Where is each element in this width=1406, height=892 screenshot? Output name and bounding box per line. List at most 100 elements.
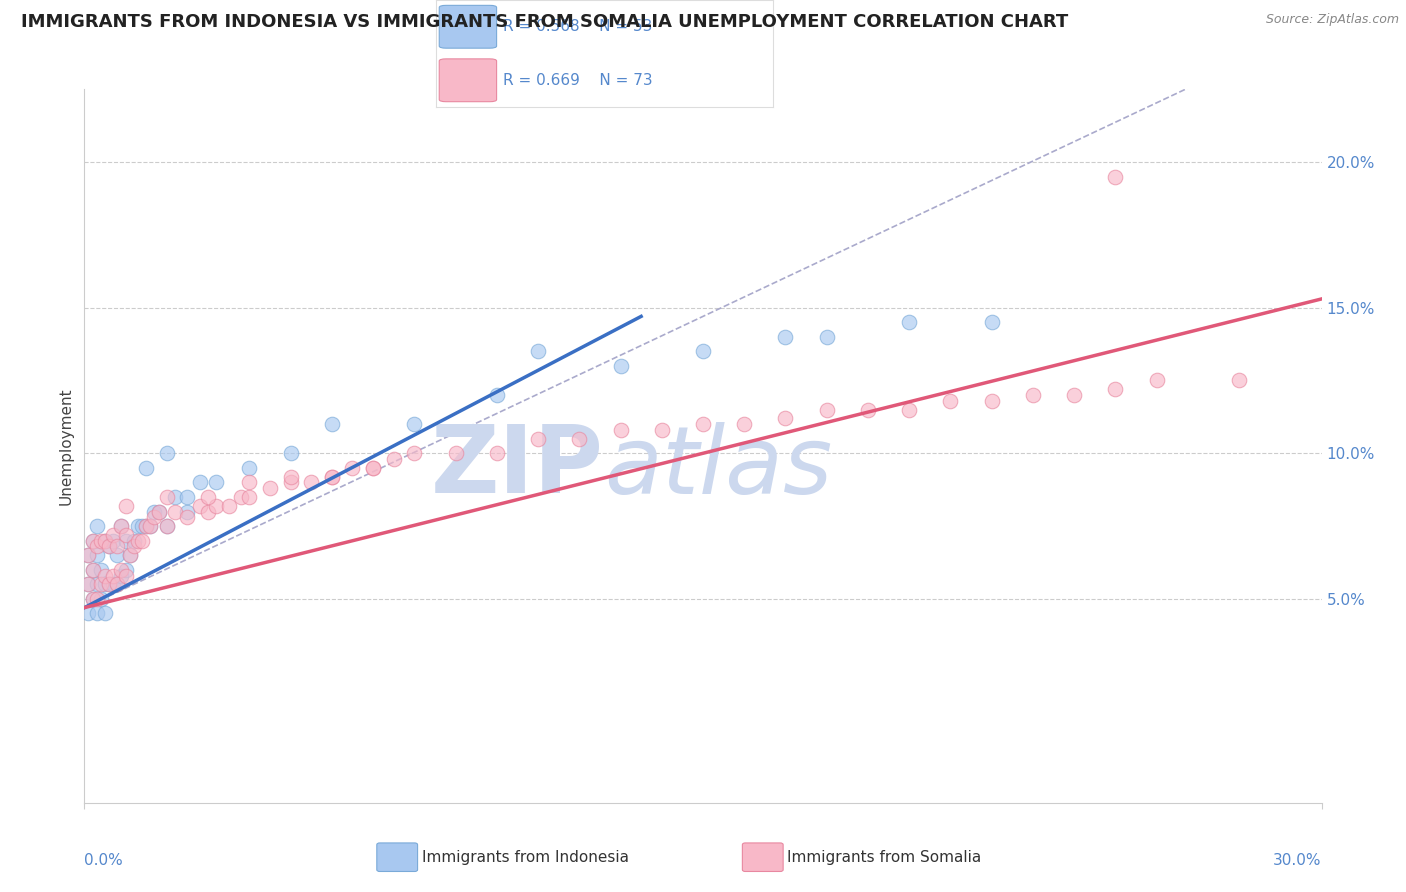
Point [165,490,187,504]
Point [118,548,141,562]
Point [77,607,100,621]
Point [156,490,179,504]
Point [139,519,162,533]
Point [114,499,136,513]
Point [77,548,100,562]
Point [197,490,219,504]
Point [105,548,128,562]
Point [527,432,550,446]
Point [86,519,108,533]
FancyBboxPatch shape [439,5,496,48]
Point [692,344,714,359]
Point [651,423,673,437]
Point [1104,169,1126,184]
Point [238,490,260,504]
Point [815,330,838,344]
Text: R = 0.568    N = 53: R = 0.568 N = 53 [503,20,652,34]
Point [176,490,198,504]
Point [156,519,179,533]
Point [90,533,112,548]
Point [444,446,467,460]
Point [139,519,162,533]
Point [114,533,136,548]
Point [280,475,302,490]
Point [568,432,591,446]
Point [114,568,136,582]
Point [103,533,125,548]
Point [94,533,117,548]
Point [404,446,426,460]
Point [103,528,125,542]
Text: R = 0.669    N = 73: R = 0.669 N = 73 [503,73,652,87]
Point [143,504,166,518]
Point [980,315,1002,329]
Point [82,533,104,548]
Point [135,519,157,533]
Point [527,344,550,359]
Point [165,504,187,518]
Point [77,577,100,591]
Text: Immigrants from Somalia: Immigrants from Somalia [787,850,981,865]
Point [86,577,108,591]
Text: ZIP: ZIP [432,421,605,514]
Point [609,423,631,437]
Point [188,475,211,490]
Text: Source: ZipAtlas.com: Source: ZipAtlas.com [1265,13,1399,27]
Point [156,446,179,460]
Point [898,402,921,417]
Point [110,519,132,533]
Point [94,607,117,621]
Point [321,417,343,432]
Point [94,577,117,591]
Point [205,475,228,490]
Point [98,540,121,554]
Point [1104,382,1126,396]
Point [131,533,153,548]
Point [103,568,125,582]
Point [176,504,198,518]
Point [856,402,879,417]
Point [105,540,128,554]
Point [90,563,112,577]
Point [98,577,121,591]
Point [188,499,211,513]
Point [361,460,384,475]
Point [105,577,128,591]
Point [131,519,153,533]
Point [342,460,364,475]
Point [135,460,157,475]
Point [82,533,104,548]
Point [775,411,797,425]
Point [110,563,132,577]
Point [114,528,136,542]
Point [90,591,112,606]
Point [280,446,302,460]
Point [90,577,112,591]
Point [143,510,166,524]
Point [94,533,117,548]
Point [148,504,170,518]
Point [733,417,755,432]
Point [114,563,136,577]
Point [94,568,117,582]
Point [122,540,145,554]
Point [815,402,838,417]
Point [135,519,157,533]
Text: Immigrants from Indonesia: Immigrants from Indonesia [422,850,628,865]
Text: 0.0%: 0.0% [84,853,124,868]
FancyBboxPatch shape [439,59,496,102]
Y-axis label: Unemployment: Unemployment [58,387,73,505]
Point [692,417,714,432]
Point [110,519,132,533]
Point [382,452,405,467]
Point [229,490,252,504]
Point [404,417,426,432]
Point [238,475,260,490]
Point [98,577,121,591]
Point [280,469,302,483]
Point [205,499,228,513]
Point [77,548,100,562]
Point [485,388,508,402]
Point [103,577,125,591]
Point [218,499,240,513]
